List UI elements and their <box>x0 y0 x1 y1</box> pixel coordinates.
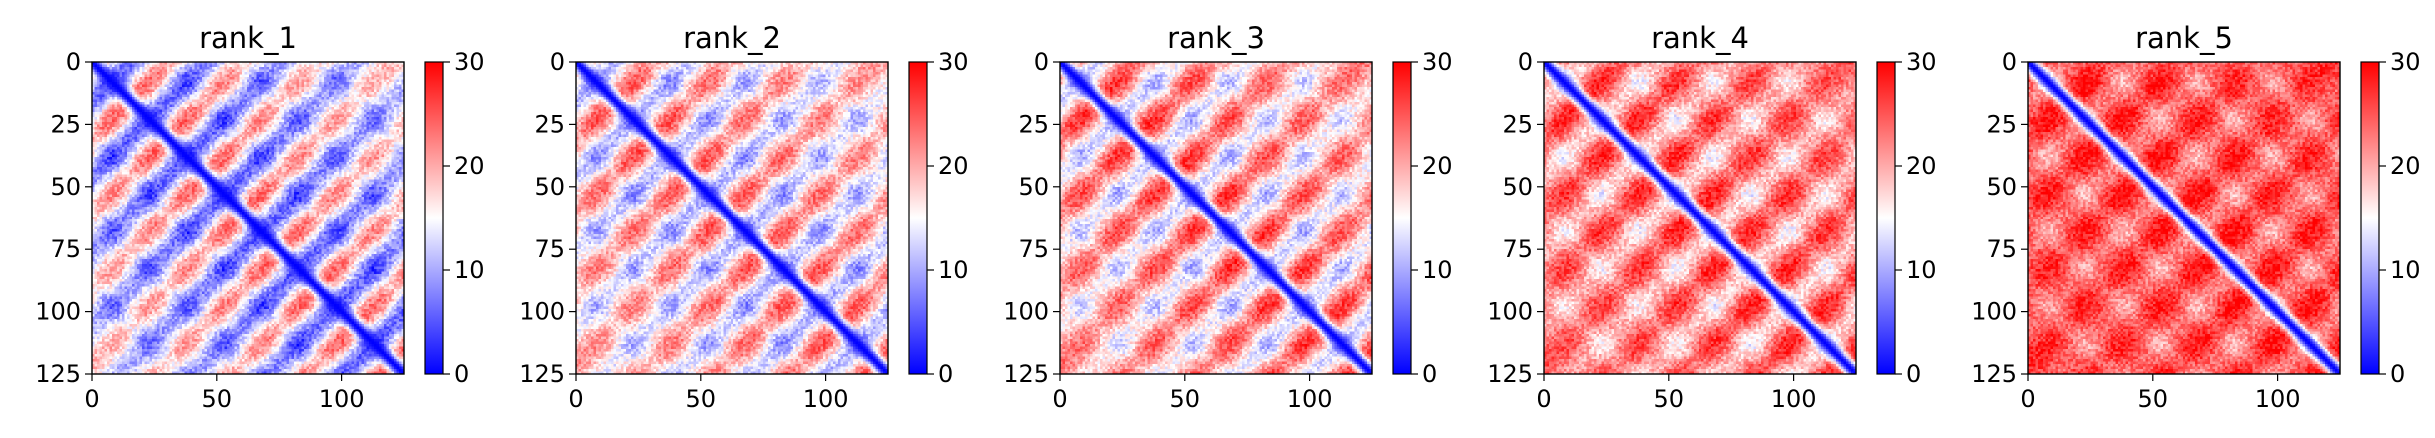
colorbar-tick-label: 0 <box>938 360 953 388</box>
y-tick-label: 25 <box>534 110 565 138</box>
colorbar-tick-label: 20 <box>938 152 969 180</box>
y-tick-label: 75 <box>1502 235 1533 263</box>
colorbar-tick-label: 30 <box>1906 48 1937 76</box>
panel-title: rank_3 <box>1167 21 1265 55</box>
x-tick-label: 0 <box>1052 385 1067 413</box>
heatmap-image <box>1060 62 1372 374</box>
x-tick-label: 50 <box>686 385 717 413</box>
x-tick-label: 100 <box>803 385 849 413</box>
x-tick-label: 50 <box>1170 385 1201 413</box>
heatmap-image <box>2028 62 2340 374</box>
colorbar-tick-label: 0 <box>454 360 469 388</box>
x-tick-label: 50 <box>202 385 233 413</box>
colorbar-tick-label: 10 <box>2390 256 2421 284</box>
y-tick-label: 25 <box>1986 110 2017 138</box>
panel-title: rank_5 <box>2135 21 2233 55</box>
panel-title: rank_1 <box>199 21 297 55</box>
y-tick-label: 75 <box>1986 235 2017 263</box>
heatmap-image <box>92 62 404 374</box>
y-tick-label: 100 <box>35 298 81 326</box>
panel-title: rank_4 <box>1651 21 1749 55</box>
y-tick-label: 0 <box>550 48 565 76</box>
y-tick-label: 25 <box>1018 110 1049 138</box>
colorbar-tick-label: 0 <box>1422 360 1437 388</box>
colorbar-tick-label: 20 <box>2390 152 2421 180</box>
heatmap-image <box>1544 62 1856 374</box>
y-tick-label: 100 <box>1971 298 2017 326</box>
colorbar-tick-label: 10 <box>454 256 485 284</box>
panel-title: rank_2 <box>683 21 781 55</box>
colorbar-tick-label: 10 <box>1422 256 1453 284</box>
axes-frame <box>575 61 889 375</box>
colorbar-tick-label: 20 <box>1422 152 1453 180</box>
x-tick-label: 50 <box>1654 385 1685 413</box>
x-tick-label: 100 <box>2255 385 2301 413</box>
colorbar-tick-label: 10 <box>1906 256 1937 284</box>
y-tick-label: 50 <box>1018 173 1049 201</box>
x-tick-label: 0 <box>568 385 583 413</box>
heatmap-image <box>576 62 888 374</box>
colorbar-tick-label: 30 <box>938 48 969 76</box>
colorbar-tick-label: 0 <box>2390 360 2405 388</box>
axes-frame <box>91 61 405 375</box>
axes-frame <box>1543 61 1857 375</box>
y-tick-label: 75 <box>1018 235 1049 263</box>
colorbar-tick-label: 30 <box>1422 48 1453 76</box>
x-tick-label: 100 <box>319 385 365 413</box>
colorbar-tick-label: 20 <box>1906 152 1937 180</box>
colorbar <box>1876 61 1896 375</box>
y-tick-label: 125 <box>35 360 81 388</box>
y-tick-label: 75 <box>534 235 565 263</box>
y-tick-label: 100 <box>1003 298 1049 326</box>
y-tick-label: 100 <box>1487 298 1533 326</box>
x-tick-label: 50 <box>2138 385 2169 413</box>
x-tick-label: 100 <box>1771 385 1817 413</box>
colorbar <box>2360 61 2380 375</box>
y-tick-label: 50 <box>1502 173 1533 201</box>
colorbar-tick-label: 10 <box>938 256 969 284</box>
y-tick-label: 125 <box>519 360 565 388</box>
y-tick-label: 100 <box>519 298 565 326</box>
colorbar-tick-label: 30 <box>2390 48 2421 76</box>
y-tick-label: 0 <box>2002 48 2017 76</box>
y-tick-label: 25 <box>1502 110 1533 138</box>
y-tick-label: 50 <box>50 173 81 201</box>
x-tick-label: 0 <box>2020 385 2035 413</box>
colorbar <box>1392 61 1412 375</box>
y-tick-label: 0 <box>1518 48 1533 76</box>
x-tick-label: 0 <box>1536 385 1551 413</box>
y-tick-label: 125 <box>1003 360 1049 388</box>
axes-frame <box>2027 61 2341 375</box>
y-tick-label: 125 <box>1971 360 2017 388</box>
colorbar <box>424 61 444 375</box>
colorbar <box>908 61 928 375</box>
y-tick-label: 50 <box>534 173 565 201</box>
y-tick-label: 25 <box>50 110 81 138</box>
y-tick-label: 125 <box>1487 360 1533 388</box>
x-tick-label: 0 <box>84 385 99 413</box>
colorbar-tick-label: 20 <box>454 152 485 180</box>
x-tick-label: 100 <box>1287 385 1333 413</box>
axes-frame <box>1059 61 1373 375</box>
y-tick-label: 0 <box>1034 48 1049 76</box>
colorbar-tick-label: 30 <box>454 48 485 76</box>
y-tick-label: 50 <box>1986 173 2017 201</box>
y-tick-label: 0 <box>66 48 81 76</box>
y-tick-label: 75 <box>50 235 81 263</box>
colorbar-tick-label: 0 <box>1906 360 1921 388</box>
